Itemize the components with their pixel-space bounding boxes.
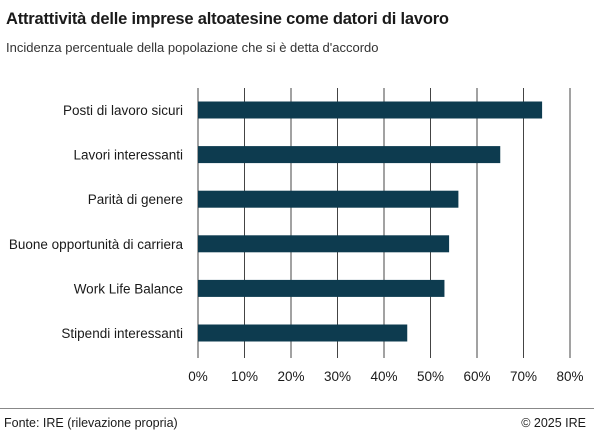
x-tick-label: 60% xyxy=(463,369,490,384)
bar-chart: Posti di lavoro sicuri Lavori interessant… xyxy=(9,88,584,384)
x-tick-label: 20% xyxy=(277,369,304,384)
x-tick-label: 30% xyxy=(324,369,351,384)
category-label: Posti di lavoro sicuri xyxy=(63,103,183,118)
x-tick-labels: 0% 10% 20% 30% 40% 50% 60% 70% 80% xyxy=(188,369,583,384)
category-label: Parità di genere xyxy=(88,192,183,207)
footer-divider xyxy=(0,408,594,409)
category-labels: Posti di lavoro sicuri Lavori interessant… xyxy=(9,103,184,341)
category-label: Lavori interessanti xyxy=(73,148,183,163)
bar-layer xyxy=(198,101,543,342)
category-label: Stipendi interessanti xyxy=(61,326,183,341)
x-tick-label: 80% xyxy=(556,369,583,384)
x-tick-label: 0% xyxy=(188,369,208,384)
category-label: Work Life Balance xyxy=(74,281,183,296)
bar xyxy=(198,279,445,297)
chart-subtitle: Incidenza percentuale della popolazione … xyxy=(6,40,379,55)
x-tick-label: 50% xyxy=(417,369,444,384)
category-label: Buone opportunità di carriera xyxy=(9,237,184,252)
bar xyxy=(198,235,450,253)
bar xyxy=(198,146,501,164)
grid-layer xyxy=(197,88,571,358)
x-tick-label: 70% xyxy=(510,369,537,384)
source-note: Fonte: IRE (rilevazione propria) xyxy=(4,416,178,430)
bar xyxy=(198,101,543,119)
bar xyxy=(198,324,408,342)
copyright-note: © 2025 IRE xyxy=(521,416,586,430)
bar xyxy=(198,190,459,208)
x-tick-label: 40% xyxy=(370,369,397,384)
chart-title: Attrattività delle imprese altoatesine c… xyxy=(6,10,449,28)
x-tick-label: 10% xyxy=(231,369,258,384)
